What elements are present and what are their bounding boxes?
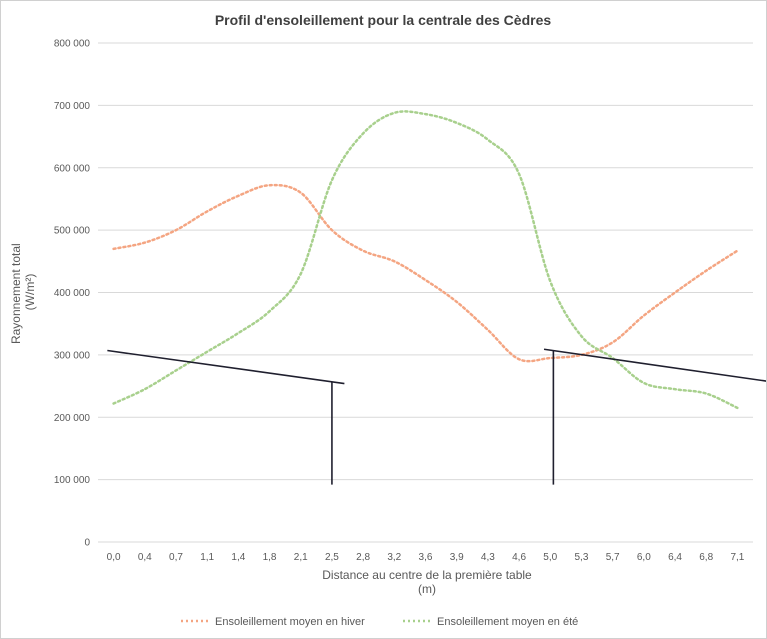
y-tick-label: 400 000 <box>54 288 91 299</box>
x-tick-label: 3,9 <box>450 552 464 563</box>
y-tick-label: 500 000 <box>54 226 91 237</box>
x-tick-label: 5,3 <box>574 552 588 563</box>
y-tick-label: 700 000 <box>54 101 91 112</box>
y-tick-label: 600 000 <box>54 163 91 174</box>
y-tick-label: 800 000 <box>54 39 91 50</box>
y-axis-ticks: 0 100 000 200 000 300 000 400 000 500 000 600 … <box>54 39 91 549</box>
x-tick-label: 0,7 <box>169 552 183 563</box>
y-axis-label-line1: Rayonnement total <box>9 243 23 344</box>
x-tick-label: 7,1 <box>730 552 744 563</box>
x-tick-label: 1,8 <box>263 552 277 563</box>
panel-right-surface <box>543 348 766 382</box>
gridlines <box>98 42 753 543</box>
legend: Ensoleillement moyen en hiver Ensoleille… <box>181 616 578 628</box>
x-tick-label: 4,3 <box>481 552 495 563</box>
x-tick-label: 6,4 <box>668 552 682 563</box>
x-tick-label: 3,2 <box>387 552 401 563</box>
x-tick-label: 6,8 <box>699 552 713 563</box>
x-axis-ticks: 0,0 0,4 0,7 1,1 1,4 1,8 2,1 2,5 2,8 3,2 3,6 3,9 4,3 4… <box>107 552 745 563</box>
x-tick-label: 0,4 <box>138 552 152 563</box>
legend-label-ete: Ensoleillement moyen en été <box>437 616 578 628</box>
x-tick-label: 0,0 <box>107 552 121 563</box>
x-tick-label: 1,4 <box>231 552 245 563</box>
x-axis-label-line1: Distance au centre de la première table <box>322 568 532 582</box>
panel-left-surface <box>107 349 345 385</box>
x-tick-label: 6,0 <box>637 552 651 563</box>
x-tick-label: 1,1 <box>200 552 214 563</box>
series-lines <box>112 110 739 410</box>
panel-annotations <box>107 348 766 485</box>
series-line-ete <box>112 110 739 410</box>
series-line-hiver <box>112 183 739 363</box>
x-tick-label: 2,1 <box>294 552 308 563</box>
y-axis-label: Rayonnement total (W/m²) <box>9 240 37 344</box>
x-axis-label-line2: (m) <box>418 582 436 596</box>
legend-label-hiver: Ensoleillement moyen en hiver <box>215 616 365 628</box>
chart-title: Profil d'ensoleillement pour la centrale… <box>215 12 552 28</box>
y-tick-label: 0 <box>84 538 90 549</box>
y-tick-label: 100 000 <box>54 475 91 486</box>
y-axis-label-line2: (W/m²) <box>23 274 37 311</box>
x-tick-label: 5,0 <box>543 552 557 563</box>
x-tick-label: 2,8 <box>356 552 370 563</box>
y-tick-label: 300 000 <box>54 350 91 361</box>
x-tick-label: 5,7 <box>606 552 620 563</box>
x-tick-label: 2,5 <box>325 552 339 563</box>
y-tick-label: 200 000 <box>54 413 91 424</box>
x-tick-label: 3,6 <box>419 552 433 563</box>
x-tick-label: 4,6 <box>512 552 526 563</box>
